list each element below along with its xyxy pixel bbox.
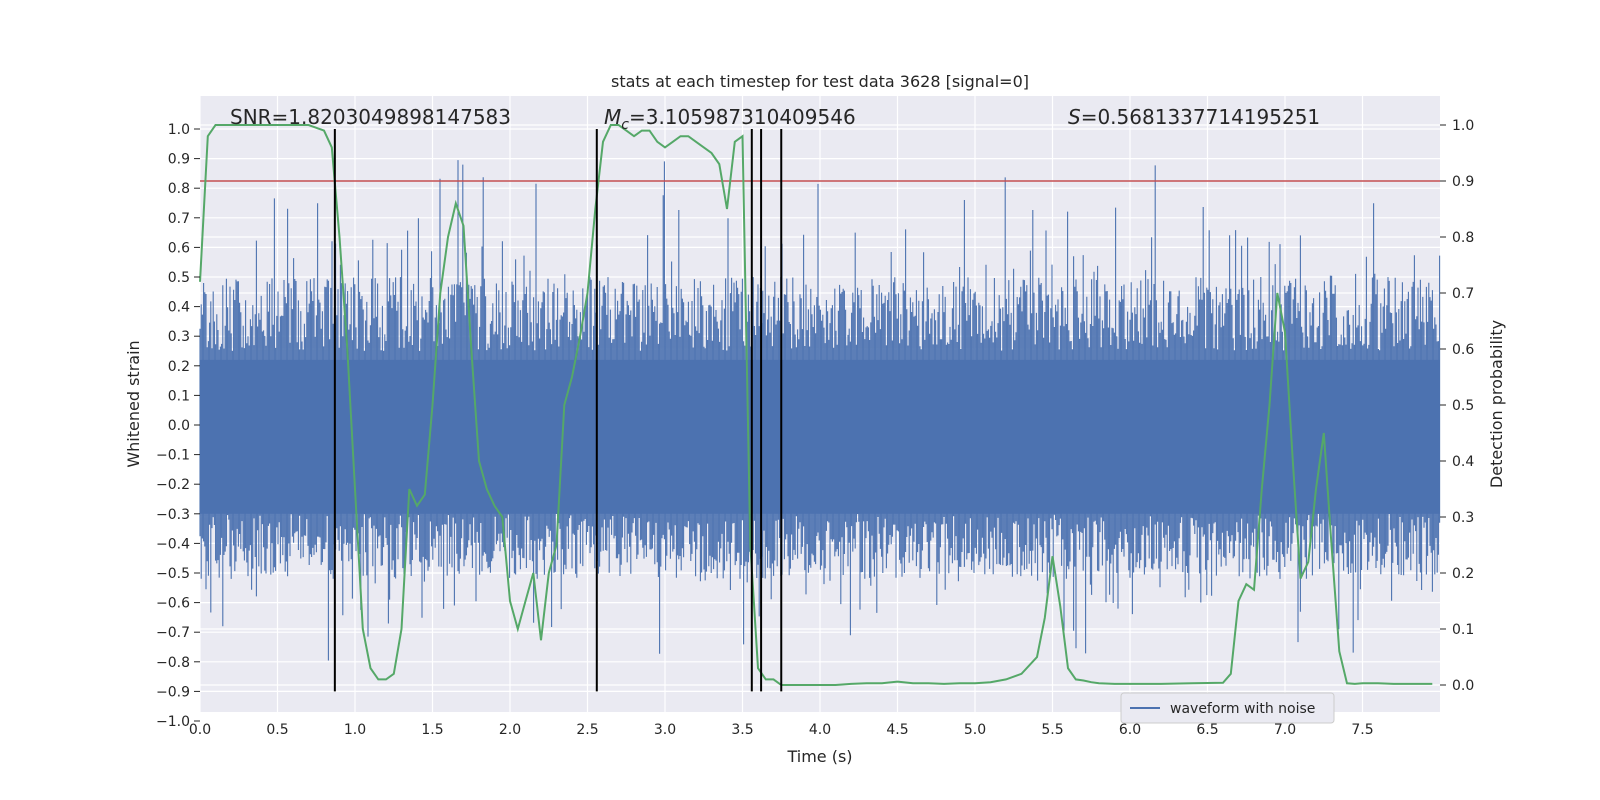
y-ticks-right: 0.0 0.1 0.2 0.3 0.4 0.5 0.6 0.7 0.8 0.9 1.0 — [1440, 118, 1474, 694]
y-tick-label: −1.0 — [156, 714, 190, 730]
y-tick-label: 0.0 — [168, 418, 190, 434]
snr-annotation: SNR=1.8203049898147583 — [230, 105, 511, 129]
y-tick-label: 0.1 — [168, 388, 190, 404]
x-tick-label: 3.0 — [654, 722, 676, 738]
mc-value: =3.105987310409546 — [629, 105, 856, 129]
s-annotation: S=0.5681337714195251 — [1068, 105, 1320, 129]
x-tick-label: 1.5 — [421, 722, 443, 738]
y-tick-label: 1.0 — [168, 122, 190, 138]
y-tick-label: 0.8 — [168, 181, 190, 197]
x-tick-label: 7.0 — [1274, 722, 1296, 738]
s-value: =0.5681337714195251 — [1081, 105, 1320, 129]
y-tick-label: 0.5 — [168, 270, 190, 286]
x-tick-label: 1.0 — [344, 722, 366, 738]
probability-line — [199, 124, 1433, 686]
vertical-markers — [333, 129, 783, 692]
x-tick-label: 7.5 — [1351, 722, 1373, 738]
y-tick-label: −0.1 — [156, 448, 190, 464]
x-tick-label: 0.0 — [189, 722, 211, 738]
y-tick-label-right: 0.5 — [1452, 398, 1474, 414]
y-tick-label: −0.9 — [156, 684, 190, 700]
mc-symbol: M — [604, 105, 621, 129]
y-tick-label-right: 0.1 — [1452, 622, 1474, 638]
x-tick-label: 4.5 — [886, 722, 908, 738]
y-tick-label: 0.4 — [168, 300, 190, 316]
y-tick-label-right: 0.4 — [1452, 454, 1474, 470]
chirp-mass-annotation: Mc=3.105987310409546 — [604, 105, 856, 133]
y-tick-label: 0.7 — [168, 211, 190, 227]
y-tick-label: 0.9 — [168, 152, 190, 168]
chart-title: stats at each timestep for test data 362… — [611, 72, 1029, 91]
y-tick-label-right: 0.9 — [1452, 174, 1474, 190]
waveform-series — [199, 160, 1441, 661]
probability-series — [199, 124, 1440, 686]
x-tick-label: 6.0 — [1119, 722, 1141, 738]
x-tick-label: 3.5 — [731, 722, 753, 738]
y-tick-label: 0.3 — [168, 329, 190, 345]
s-symbol: S — [1068, 105, 1081, 129]
y-tick-label: −0.3 — [156, 507, 190, 523]
mc-subscript: c — [621, 117, 629, 133]
x-tick-label: 5.0 — [964, 722, 986, 738]
x-tick-label: 5.5 — [1041, 722, 1063, 738]
y-tick-label: −0.8 — [156, 655, 190, 671]
y-tick-label-right: 0.0 — [1452, 678, 1474, 694]
x-axis-label: Time (s) — [786, 747, 852, 766]
x-ticks: 0.0 0.5 1.0 1.5 2.0 2.5 3.0 3.5 4.0 4.5 5.0 5.5 6.0 6… — [189, 722, 1374, 738]
y-tick-label-right: 0.2 — [1452, 566, 1474, 582]
y-tick-label: −0.7 — [156, 625, 190, 641]
y-tick-label: −0.6 — [156, 596, 190, 612]
y-tick-label: −0.4 — [156, 536, 190, 552]
y-tick-label-right: 1.0 — [1452, 118, 1474, 134]
y-tick-label: 0.6 — [168, 240, 190, 256]
y-tick-label-right: 0.8 — [1452, 230, 1474, 246]
x-tick-label: 2.0 — [499, 722, 521, 738]
y-tick-label-right: 0.6 — [1452, 342, 1474, 358]
y-axis-label-right: Detection probability — [1487, 320, 1506, 488]
y-axis-label: Whitened strain — [124, 340, 143, 467]
x-tick-label: 2.5 — [576, 722, 598, 738]
legend-box — [1120, 692, 1335, 724]
y-tick-label-right: 0.7 — [1452, 286, 1474, 302]
x-tick-label: 6.5 — [1196, 722, 1218, 738]
x-tick-label: 4.0 — [809, 722, 831, 738]
y-tick-label: −0.2 — [156, 477, 190, 493]
y-ticks-left: −1.0 −0.9 −0.8 −0.7 −0.6 −0.5 −0.4 −0.3 −0.2 −0.1… — [156, 122, 200, 730]
x-tick-label: 0.5 — [266, 722, 288, 738]
y-tick-label: −0.5 — [156, 566, 190, 582]
legend: waveform with noise — [1120, 692, 1335, 724]
legend-label-waveform: waveform with noise — [1170, 701, 1315, 717]
y-tick-label-right: 0.3 — [1452, 510, 1474, 526]
y-tick-label: 0.2 — [168, 359, 190, 375]
